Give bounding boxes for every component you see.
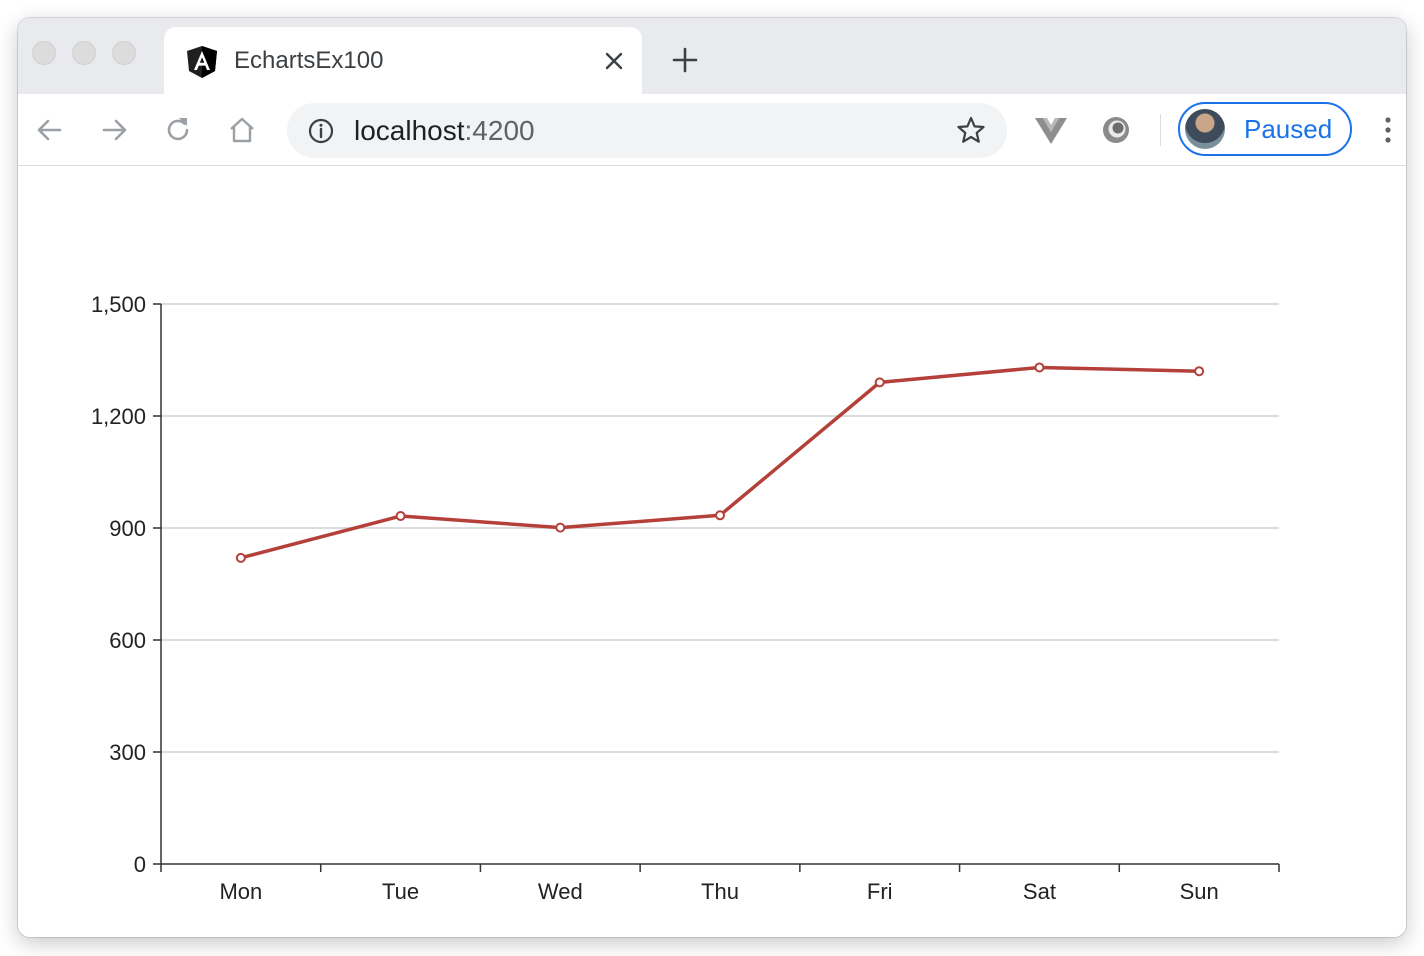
avatar — [1185, 109, 1225, 149]
data-point — [397, 512, 405, 520]
minimize-window-button[interactable] — [72, 41, 96, 65]
x-tick-label: Tue — [382, 879, 419, 904]
kebab-menu-icon[interactable] — [1382, 114, 1394, 146]
url-host: localhost — [354, 115, 465, 146]
zoom-window-button[interactable] — [112, 41, 136, 65]
data-point — [876, 378, 884, 386]
url-text[interactable]: localhost:4200 — [354, 114, 535, 148]
series-line — [241, 367, 1199, 557]
line-chart: 0 300 600 900 1,200 1,500 Mon Tue Wed Thu Fri Sat Su… — [18, 166, 1406, 937]
tab-strip: EchartsEx100 — [18, 18, 1406, 94]
forward-icon[interactable] — [98, 114, 130, 146]
page-content: 0 300 600 900 1,200 1,500 Mon Tue Wed Thu Fri Sat Su… — [18, 166, 1406, 937]
x-tick-label: Fri — [867, 879, 893, 904]
data-point — [556, 524, 564, 532]
y-tick-label: 900 — [109, 516, 146, 541]
address-bar[interactable]: localhost:4200 — [287, 103, 1007, 158]
y-tick-label: 0 — [134, 852, 146, 877]
x-tick-label: Sun — [1180, 879, 1219, 904]
angular-icon — [186, 45, 218, 79]
close-tab-icon[interactable] — [601, 48, 627, 74]
extension-circle-icon[interactable] — [1100, 114, 1132, 146]
reload-icon[interactable] — [162, 114, 194, 146]
new-tab-icon[interactable] — [670, 45, 700, 75]
x-tick-label: Wed — [538, 879, 583, 904]
data-point — [716, 511, 724, 519]
toolbar-separator — [1160, 114, 1161, 146]
y-tick-label: 600 — [109, 628, 146, 653]
profile-button[interactable]: Paused — [1178, 102, 1352, 156]
profile-status-label: Paused — [1244, 114, 1332, 144]
browser-toolbar: localhost:4200 Paused — [18, 94, 1406, 166]
y-tick-label: 300 — [109, 740, 146, 765]
tab-title: EchartsEx100 — [234, 46, 383, 76]
data-point — [237, 554, 245, 562]
y-tick-label: 1,200 — [91, 404, 146, 429]
x-tick-label: Thu — [701, 879, 739, 904]
x-tick-label: Sat — [1023, 879, 1056, 904]
y-tick-label: 1,500 — [91, 292, 146, 317]
active-tab[interactable]: EchartsEx100 — [164, 27, 642, 94]
browser-window: EchartsEx100 localh — [18, 18, 1406, 937]
x-tick-label: Mon — [219, 879, 262, 904]
data-point — [1195, 367, 1203, 375]
close-window-button[interactable] — [32, 41, 56, 65]
home-icon[interactable] — [226, 114, 258, 146]
url-port: :4200 — [465, 115, 535, 146]
back-icon[interactable] — [34, 114, 66, 146]
data-point — [1035, 363, 1043, 371]
bookmark-star-icon[interactable] — [955, 115, 987, 147]
info-icon[interactable] — [307, 117, 335, 145]
vue-devtools-extension-icon[interactable] — [1034, 114, 1068, 146]
